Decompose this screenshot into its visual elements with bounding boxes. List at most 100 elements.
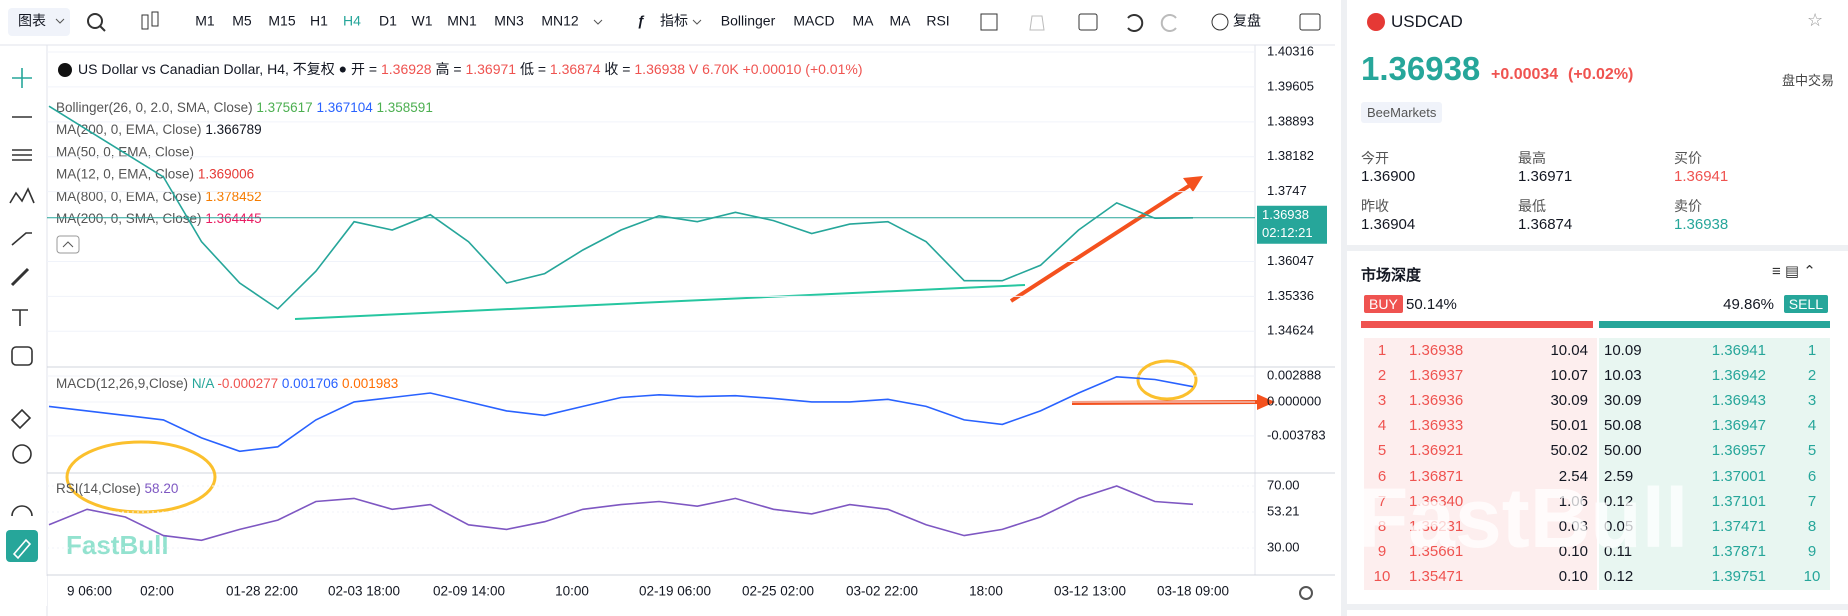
time-label: 9 06:00	[67, 584, 112, 599]
bid-price: 1.36938	[1409, 342, 1464, 359]
depth-row: 3 1.36936 30.09 30.09 1.36943 3	[1364, 388, 1830, 413]
time-label: 02-09 14:00	[433, 584, 505, 599]
price-tick-label: 53.21	[1267, 503, 1300, 518]
divider	[1347, 604, 1848, 610]
indicator-button[interactable]: MA	[890, 13, 912, 29]
emoji-tool[interactable]	[11, 346, 33, 366]
time-axis-cover	[0, 576, 47, 606]
stat-value: 1.36971	[1518, 168, 1573, 185]
macd-value: 0.001983	[342, 376, 398, 391]
ask-price: 1.36941	[1711, 342, 1766, 359]
overlay-value: 1.358591	[377, 100, 433, 115]
ask-index: 5	[1807, 442, 1817, 460]
chart-area: 图表 ƒ FastBull M1 M5 M15 H1 H4 D1 W1 MN1 MN3 MN12 指…	[0, 8, 1335, 616]
pattern-tool[interactable]	[9, 187, 35, 204]
bid-volume: 0.10	[1558, 567, 1588, 585]
price-tick-label: 1.39605	[1267, 78, 1314, 93]
ruler-tool[interactable]	[10, 408, 32, 430]
timeframe-button[interactable]: M15	[268, 13, 295, 29]
last-price-badge	[1257, 205, 1327, 244]
timeframe-button[interactable]: D1	[379, 13, 397, 29]
rsi-value: 58.20	[145, 481, 179, 496]
fullscreen-icon[interactable]	[1299, 13, 1321, 31]
magnet-tool[interactable]	[11, 505, 33, 517]
timeframe-button[interactable]: MN1	[447, 13, 477, 29]
bid-price: 1.35471	[1409, 567, 1464, 585]
buy-badge: BUY	[1364, 295, 1403, 313]
text-tool[interactable]	[12, 309, 28, 326]
indicator-button[interactable]: MACD	[793, 13, 834, 29]
timeframe-button[interactable]: W1	[412, 13, 433, 29]
close-line	[48, 105, 1194, 310]
change: +0.00010 (+0.01%)	[743, 61, 863, 77]
lock-tool[interactable]	[12, 538, 32, 560]
zoom-tool[interactable]	[12, 444, 32, 464]
buy-pct: 50.14%	[1406, 296, 1457, 313]
timeframe-button[interactable]: M1	[195, 13, 215, 29]
price-tick-label: 0.002888	[1267, 367, 1321, 382]
replay-icon[interactable]	[1211, 13, 1229, 31]
time-label: 03-02 22:00	[846, 584, 918, 599]
timeframe-button[interactable]: MN3	[494, 13, 524, 29]
macd-value: 0.001706	[282, 376, 338, 391]
settings-icon[interactable]	[1299, 586, 1313, 600]
indicator-menu[interactable]: 指标	[660, 13, 688, 29]
brush-tool[interactable]	[10, 267, 30, 287]
fib-tool[interactable]	[12, 149, 32, 161]
indicator-button[interactable]: MA	[853, 13, 875, 29]
layout-icon[interactable]	[980, 13, 998, 31]
chart-menu[interactable]: 图表	[18, 13, 46, 29]
stat-value: 1.36874	[1518, 216, 1573, 233]
candle-icon[interactable]	[141, 14, 149, 30]
depth-icons: ≡ ▤ ⌃	[1772, 263, 1816, 280]
price-tick-label: 1.35336	[1267, 288, 1314, 303]
alert-icon[interactable]	[1029, 15, 1045, 31]
crosshair-tool[interactable]	[12, 68, 32, 88]
timeframe-button[interactable]: M5	[232, 13, 252, 29]
fx-icon: ƒ	[637, 13, 645, 29]
ask-price: 1.36943	[1711, 392, 1766, 410]
bid-index: 6	[1377, 467, 1387, 485]
overlay-legend: Bollinger(26, 0, 2.0, SMA, Close) 1.3756…	[56, 100, 433, 115]
bid-index: 5	[1377, 442, 1387, 460]
timeframe-button[interactable]: MN12	[541, 13, 579, 29]
macd-value: -0.000277	[217, 376, 278, 391]
ohlc-label: 高 =	[435, 61, 461, 77]
bid-volume: 30.09	[1550, 392, 1588, 410]
bid-index: 7	[1377, 492, 1387, 510]
undo-icon[interactable]	[1127, 14, 1144, 32]
chart-menu-button[interactable]	[8, 8, 70, 36]
stat-label: 昨收	[1361, 198, 1389, 214]
redo-icon[interactable]	[1160, 14, 1177, 32]
price-tick-label: 1.34624	[1267, 323, 1314, 338]
timeframe-button[interactable]: H1	[310, 13, 328, 29]
price-tick-label: 1.3747	[1267, 183, 1307, 198]
ask-price: 1.36947	[1711, 417, 1766, 435]
projection-tool[interactable]	[11, 232, 32, 246]
ask-index: 3	[1807, 392, 1817, 410]
price-tick-label: 30.00	[1267, 539, 1300, 554]
active-tool-bg[interactable]	[6, 530, 38, 562]
quote-panel: USDCAD ☆ 1.36938 +0.00034 (+0.02%) 盘中交易 BeeMar…	[1341, 0, 1848, 616]
macd-legend: MACD(12,26,9,Close) N/A -0.000277 0.0017…	[56, 376, 398, 391]
ohlc-label: 收 =	[604, 61, 630, 77]
stat-value: 1.36904	[1361, 216, 1416, 233]
bid-index: 8	[1377, 517, 1387, 535]
flag-icon	[1367, 13, 1385, 31]
ask-volume: 50.08	[1604, 417, 1642, 435]
indicator-button[interactable]: RSI	[926, 13, 949, 29]
search-icon[interactable]	[87, 13, 103, 29]
time-label: 02-19 06:00	[639, 584, 711, 599]
stat-value: 1.36900	[1361, 168, 1416, 185]
watermark: FastBull	[66, 530, 169, 560]
ask-price: 1.37871	[1711, 542, 1766, 560]
depth-row: 1 1.36938 10.04 10.09 1.36941 1	[1364, 338, 1830, 363]
collapse-button[interactable]	[56, 235, 80, 254]
star-icon: ☆	[1807, 10, 1824, 30]
overlay-legend: MA(12, 0, EMA, Close) 1.369006	[56, 166, 254, 181]
calendar-icon[interactable]	[1078, 13, 1098, 31]
indicator-button[interactable]: Bollinger	[721, 13, 776, 29]
timeframe-button[interactable]: H4	[343, 13, 361, 29]
replay-button[interactable]: 复盘	[1233, 13, 1261, 29]
